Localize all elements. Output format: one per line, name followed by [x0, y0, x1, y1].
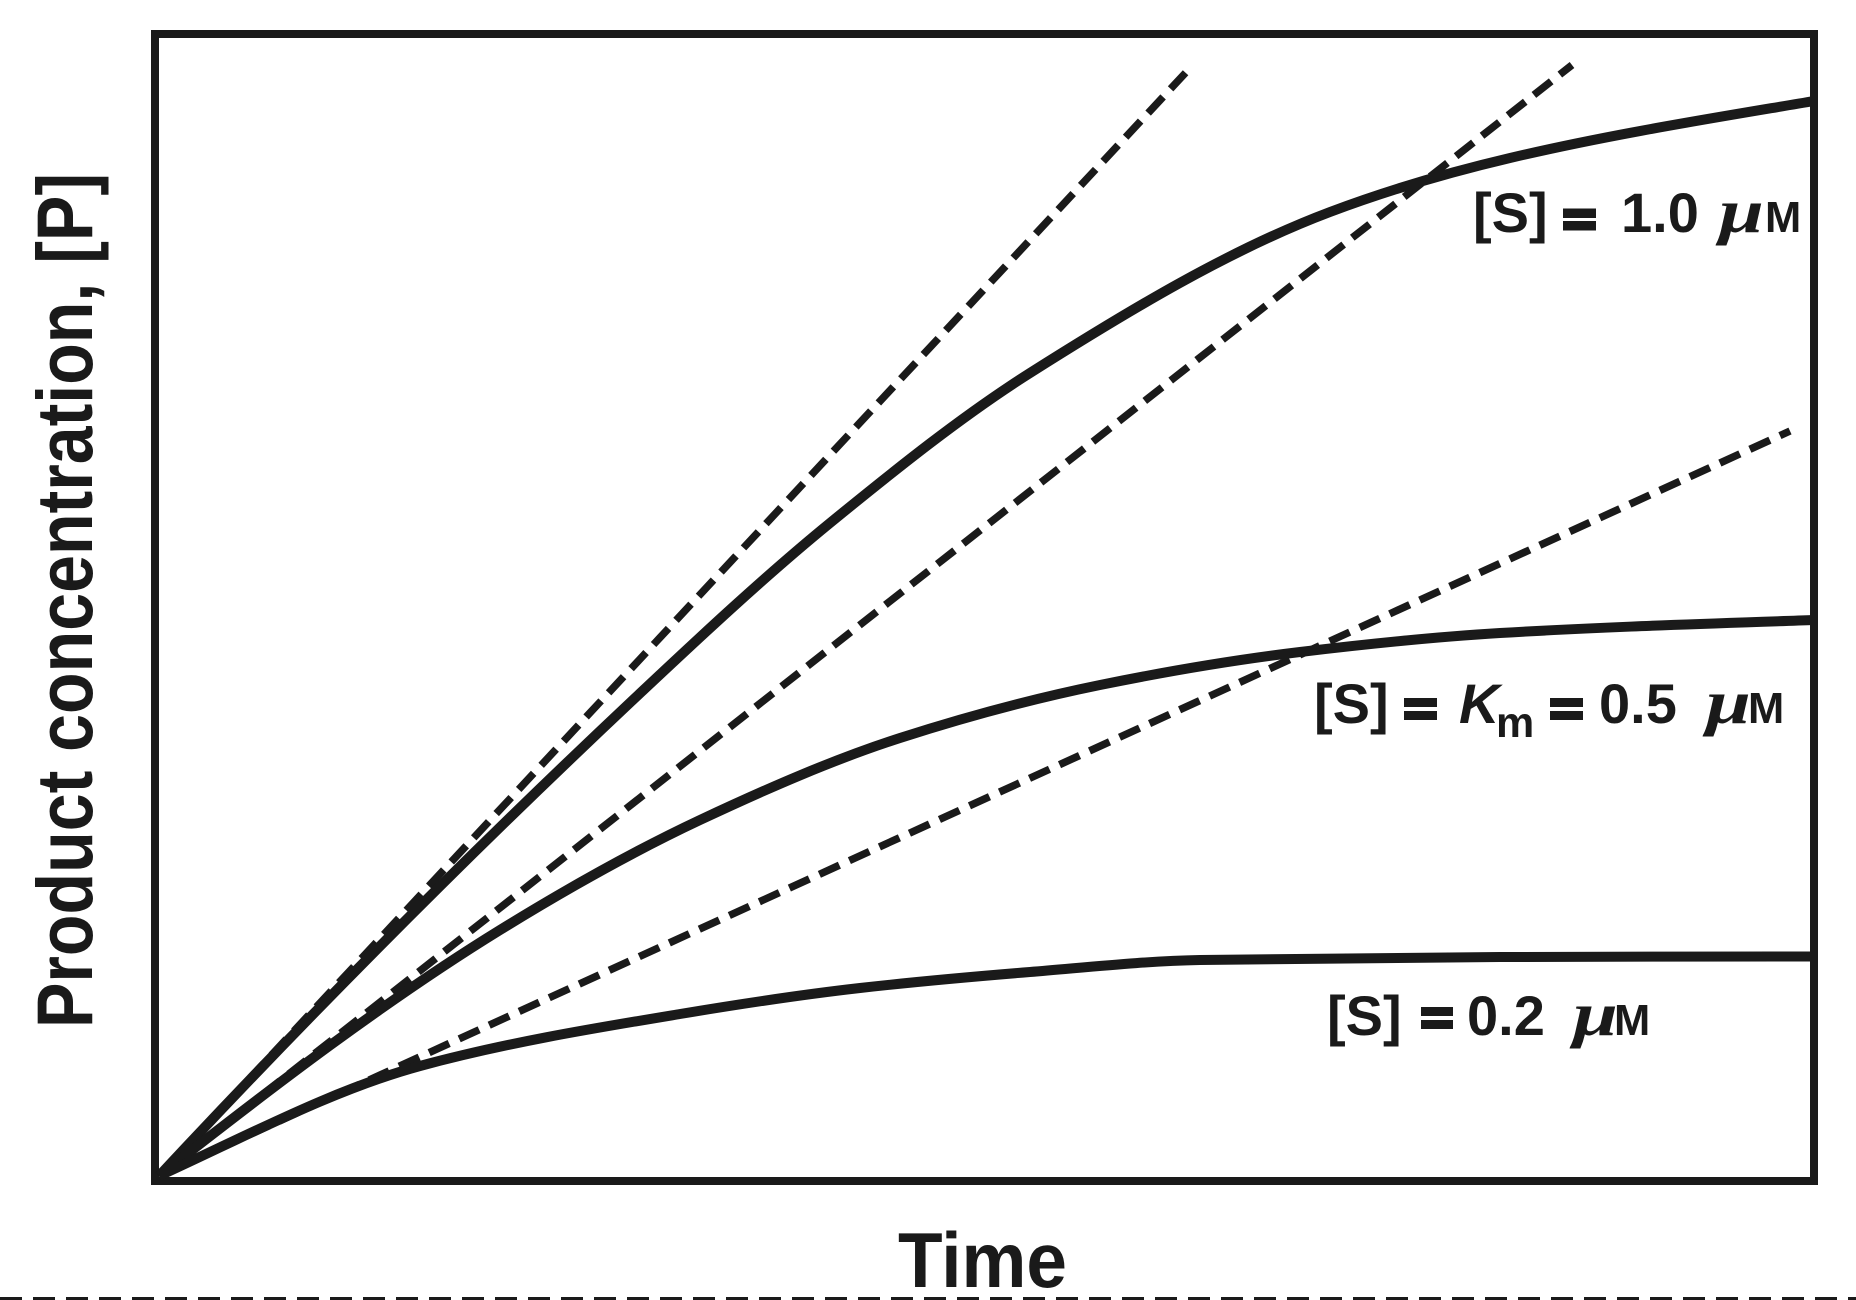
svg-text:M: M [1614, 997, 1650, 1045]
svg-text:0.2: 0.2 [1467, 984, 1545, 1047]
svg-text:K: K [1459, 672, 1503, 735]
svg-text:μ: μ [1702, 668, 1751, 737]
svg-text:μ: μ [1569, 980, 1618, 1049]
svg-text:Time: Time [898, 1216, 1067, 1300]
svg-text:M: M [1748, 685, 1784, 733]
svg-text:M: M [1765, 194, 1801, 242]
svg-text:1.0: 1.0 [1621, 181, 1699, 244]
svg-text:0.5: 0.5 [1599, 672, 1677, 735]
svg-text:μ: μ [1715, 177, 1764, 246]
svg-text:m: m [1496, 699, 1534, 747]
svg-text:[S]: [S] [1314, 672, 1389, 735]
svg-text:[S]: [S] [1473, 181, 1548, 244]
svg-text:[S]: [S] [1327, 984, 1402, 1047]
svg-text:Product concentration, [P]: Product concentration, [P] [20, 173, 109, 1028]
